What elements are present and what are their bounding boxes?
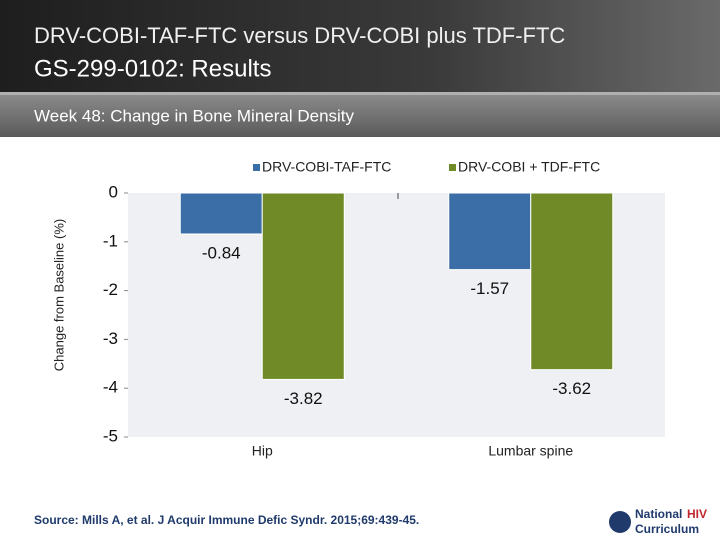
y-tick-label: -2 — [103, 280, 118, 299]
source: Source: Mills A, et al. J Acquir Immune … — [34, 513, 419, 527]
section-title: Week 48: Change in Bone Mineral Density — [34, 106, 355, 125]
section-bar — [0, 95, 720, 137]
slide-subtitle: GS-299-0102: Results — [34, 55, 271, 82]
bar — [179, 192, 263, 235]
y-tick-label: 0 — [109, 182, 118, 201]
legend-label: DRV-COBI + TDF-FTC — [458, 159, 600, 175]
legend-label: DRV-COBI-TAF-FTC — [262, 159, 391, 175]
x-tick-label: Lumbar spine — [488, 443, 573, 459]
header-bar — [0, 0, 720, 92]
y-tick-label: -4 — [103, 378, 118, 397]
x-tick-label: Hip — [252, 443, 273, 459]
logo-text: Curriculum — [635, 522, 699, 536]
value-label: -3.62 — [552, 379, 591, 398]
value-label: -0.84 — [202, 243, 241, 262]
value-label: -3.82 — [284, 389, 323, 408]
bar — [261, 192, 345, 380]
y-axis-label: Change from Baseline (%) — [51, 219, 66, 371]
logo-icon — [609, 511, 631, 533]
logo-text: HIV — [687, 507, 707, 521]
bar — [530, 192, 614, 371]
y-tick-label: -3 — [103, 329, 118, 348]
legend-swatch — [449, 164, 456, 171]
slide-title: DRV-COBI-TAF-FTC versus DRV-COBI plus TD… — [34, 23, 565, 48]
y-tick-label: -1 — [103, 231, 118, 250]
y-tick-label: -5 — [103, 426, 118, 445]
legend-swatch — [253, 164, 260, 171]
bar — [448, 192, 532, 271]
value-label: -1.57 — [470, 279, 509, 298]
header-rule — [0, 92, 720, 95]
logo-text: National — [635, 507, 682, 521]
